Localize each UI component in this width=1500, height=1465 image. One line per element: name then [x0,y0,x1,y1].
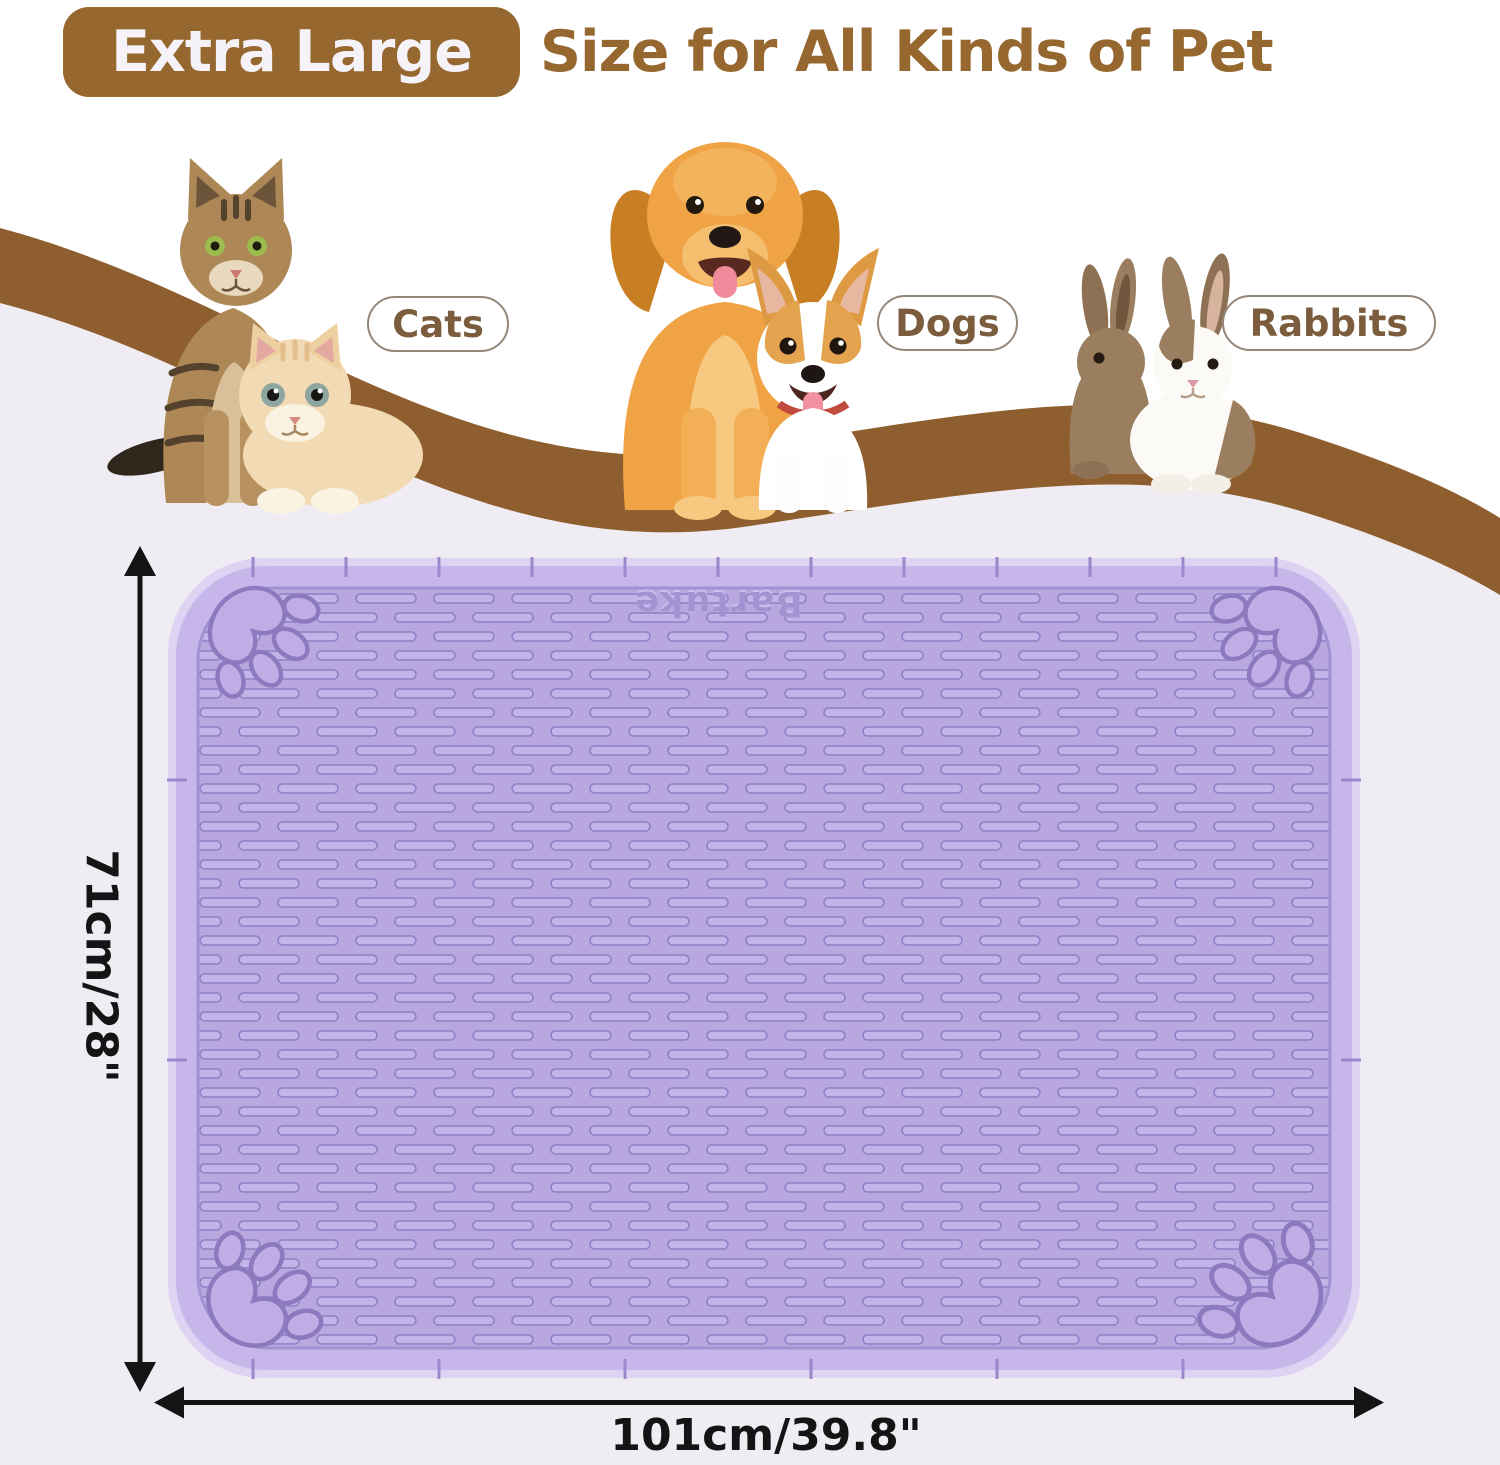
width-dimension-label: 101cm/39.8" [610,1410,922,1461]
dogs-label: Dogs [895,301,1000,345]
cats-photo [107,158,423,514]
width-dimension-arrow [154,1386,1384,1419]
cats-label-pill: Cats [367,296,509,352]
page-title: Size for All Kinds of Pet [540,19,1274,85]
corgi [747,248,879,513]
brand-emboss-shadow: Bartuke [633,581,802,621]
title-highlight-text: Extra Large [111,19,473,85]
title-highlight-badge: Extra Large [63,7,520,97]
brand-emboss: Bartuke [633,583,802,623]
rabbits-label-pill: Rabbits [1222,295,1436,351]
dogs-photo [610,142,879,520]
dogs-label-pill: Dogs [877,295,1018,351]
height-dimension-arrow [124,546,156,1392]
height-dimension-label: 71cm/28" [75,849,127,1083]
rabbits-photo [1069,253,1256,494]
pet-mat: Bartuke Bartuke [167,553,1361,1385]
kitten [239,323,423,514]
rabbits-label: Rabbits [1249,301,1409,345]
mat-edge-ticks [167,557,1361,1379]
cats-label: Cats [392,302,484,346]
